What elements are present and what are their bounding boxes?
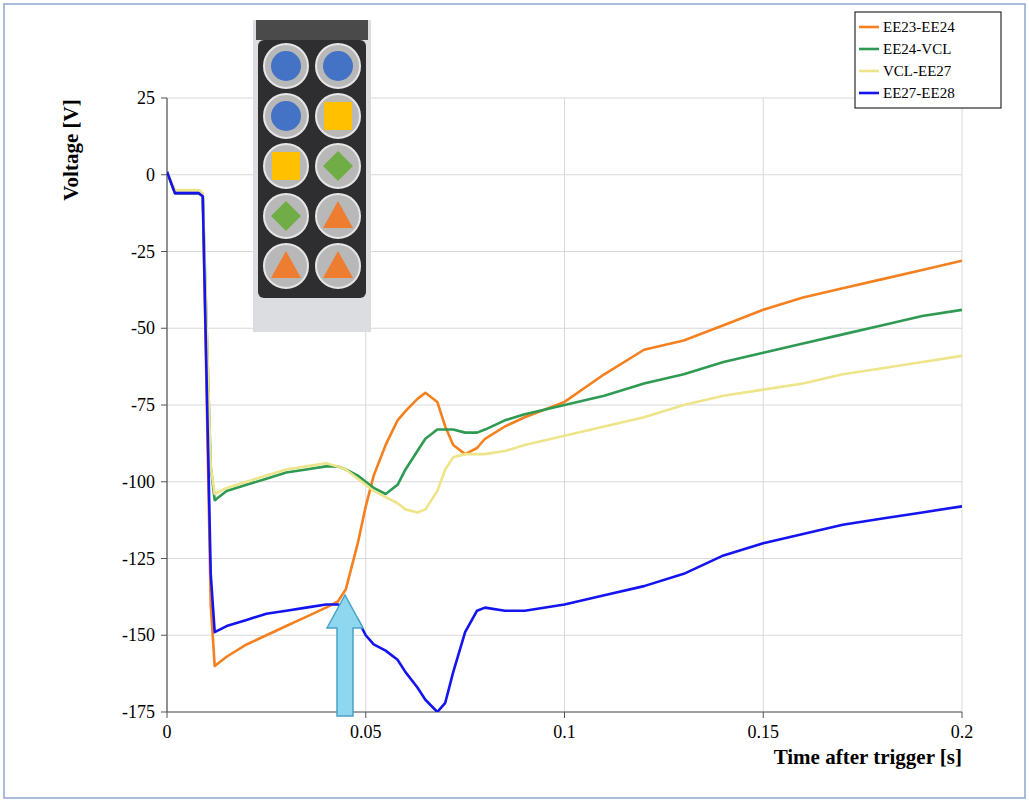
- tick-label-y: -50: [131, 318, 155, 338]
- tick-x: [962, 712, 963, 718]
- axis-title-x: Time after trigger [s]: [774, 745, 962, 769]
- tick-y: [161, 251, 167, 252]
- series-line: [167, 172, 962, 712]
- series-line: [167, 172, 962, 666]
- tick-label-y: -75: [131, 395, 155, 415]
- inset-rod: [316, 194, 360, 238]
- inset-rod: [316, 94, 360, 138]
- arrow-shape: [327, 595, 363, 716]
- tick-label-y: -125: [122, 549, 155, 569]
- inset-rod: [316, 244, 360, 288]
- tick-label-y: -25: [131, 242, 155, 262]
- background: [0, 0, 1029, 802]
- inset-rod: [264, 194, 308, 238]
- legend-box: [855, 12, 1001, 108]
- tick-y: [161, 635, 167, 636]
- tick-y: [161, 174, 167, 175]
- legend-label: EE24-VCL: [883, 41, 951, 57]
- inset-rod: [264, 94, 308, 138]
- tick-x: [564, 712, 565, 718]
- axis-x: [167, 711, 962, 712]
- grid-line-x: [763, 98, 764, 712]
- legend-swatch: [859, 26, 879, 29]
- inset-rod: [264, 144, 308, 188]
- inset-circle: [323, 51, 353, 81]
- tick-label-y: -150: [122, 625, 155, 645]
- arrow: [327, 595, 363, 716]
- tick-y: [161, 405, 167, 406]
- legend-label: VCL-EE27: [883, 63, 952, 79]
- tick-y: [161, 558, 167, 559]
- inset-holder: [258, 40, 366, 298]
- grid-line-x: [962, 98, 963, 712]
- tick-y: [161, 98, 167, 99]
- inset-square: [272, 152, 300, 180]
- series-group: [167, 172, 962, 712]
- tick-label-y: 0: [146, 165, 155, 185]
- inset-diamond: [271, 201, 301, 231]
- tick-y: [161, 328, 167, 329]
- grid-line-x: [167, 98, 168, 712]
- inset-triangle: [323, 251, 353, 278]
- inset-triangle: [271, 251, 301, 278]
- tick-x: [167, 712, 168, 718]
- tick-y: [161, 712, 167, 713]
- tick-y: [161, 481, 167, 482]
- tick-label-x: 0.05: [350, 722, 382, 742]
- inset-rod: [264, 44, 308, 88]
- inset-circle: [271, 51, 301, 81]
- legend-swatch: [859, 70, 879, 73]
- tick-label-y: -175: [122, 702, 155, 722]
- inset-rod: [316, 144, 360, 188]
- series-line: [167, 172, 962, 513]
- inset-rod: [316, 44, 360, 88]
- axis-title-y: Voltage [V]: [59, 99, 83, 200]
- inset-bg: [253, 20, 371, 332]
- inset-square: [324, 102, 352, 130]
- tick-x: [365, 712, 366, 718]
- inset-circle: [271, 101, 301, 131]
- tick-label-y: -100: [122, 472, 155, 492]
- figure-border: [4, 4, 1025, 798]
- tick-x: [763, 712, 764, 718]
- legend: EE23-EE24 EE24-VCL VCL-EE27 EE27-EE28: [855, 12, 1001, 108]
- tick-label-x: 0.15: [748, 722, 780, 742]
- tick-label-x: 0.2: [951, 722, 974, 742]
- legend-swatch: [859, 48, 879, 51]
- legend-label: EE27-EE28: [883, 85, 955, 101]
- inset-top: [256, 20, 368, 40]
- series-line: [167, 172, 962, 500]
- tick-label-x: 0.1: [553, 722, 576, 742]
- grid-line-y: [167, 712, 962, 713]
- inset-diamond: [323, 151, 353, 181]
- chart: 25 0 -25 -50 -75 -100 -125 -150 -175 0 0.05 0.1 0.15…: [0, 0, 1029, 802]
- axis-y: [166, 98, 167, 712]
- inset-triangle: [323, 201, 353, 228]
- legend-swatch: [859, 92, 879, 95]
- tick-label-x: 0: [163, 722, 172, 742]
- inset-rod: [264, 244, 308, 288]
- tick-label-y: 25: [137, 88, 155, 108]
- legend-label: EE23-EE24: [883, 19, 955, 35]
- inset-photo: [253, 20, 371, 332]
